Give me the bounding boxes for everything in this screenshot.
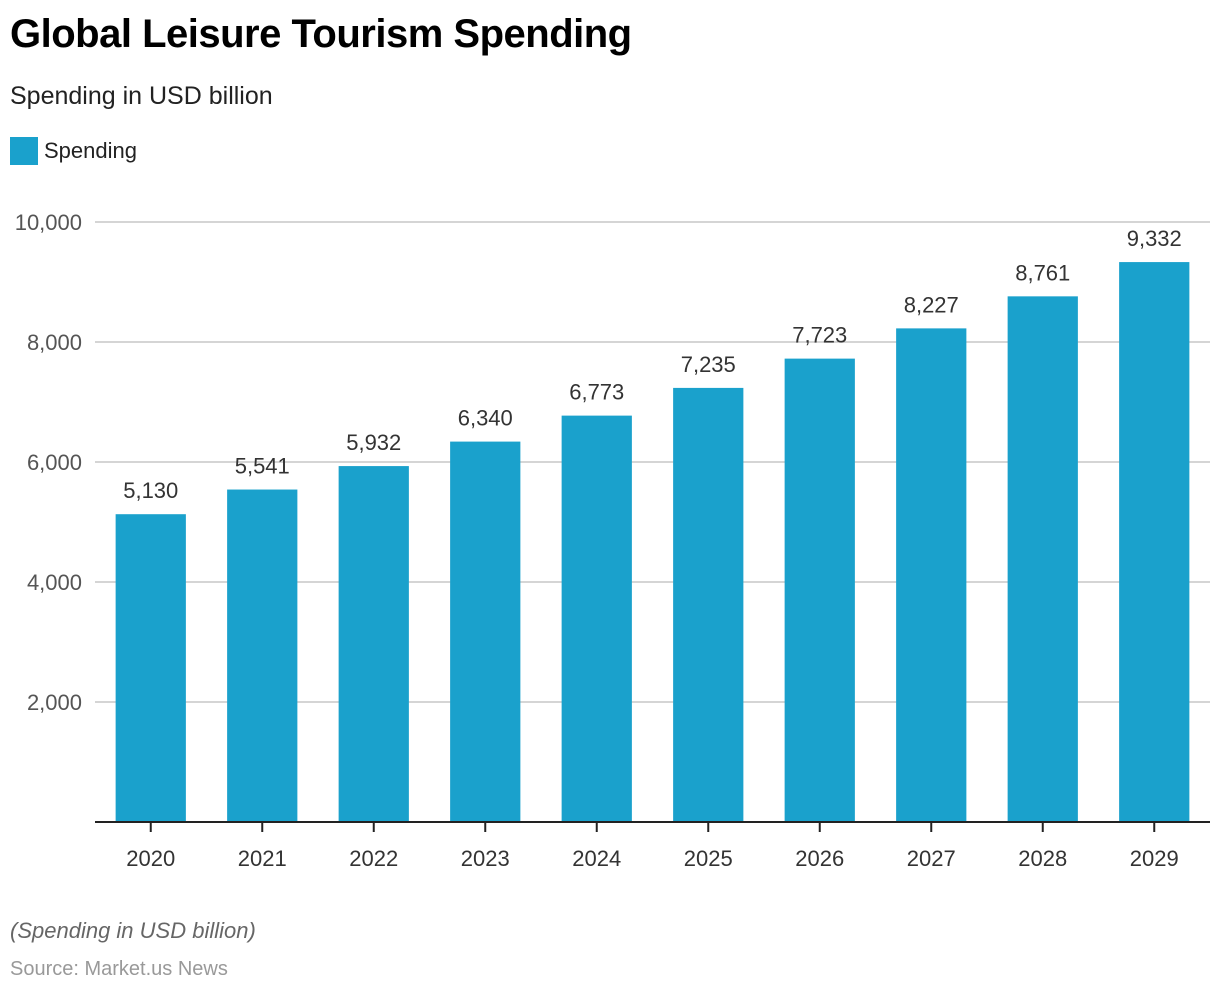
data-label: 7,723 [792, 323, 847, 348]
x-tick-label: 2024 [572, 846, 621, 871]
data-label: 7,235 [681, 352, 736, 377]
y-tick-label: 2,000 [27, 690, 82, 715]
y-axis-ticks: 2,000 4,000 6,000 8,000 10,000 [15, 210, 82, 715]
x-tick-label: 2026 [795, 846, 844, 871]
y-tick-label: 4,000 [27, 570, 82, 595]
y-tick-label: 8,000 [27, 330, 82, 355]
bars [115, 262, 1190, 823]
x-tick-label: 2025 [684, 846, 733, 871]
data-label: 5,130 [123, 478, 178, 503]
bar-2029 [1119, 262, 1190, 823]
x-axis: 2020 2021 2022 2023 2024 2025 2026 2027 2028 2029 [95, 821, 1210, 871]
bar-2024 [561, 415, 632, 822]
data-label: 5,541 [235, 454, 290, 479]
x-tick-label: 2021 [238, 846, 287, 871]
data-label: 5,932 [346, 430, 401, 455]
bar-2020 [115, 514, 186, 822]
x-tick-label: 2027 [907, 846, 956, 871]
chart-title: Global Leisure Tourism Spending [10, 12, 632, 56]
data-label: 6,340 [458, 406, 513, 431]
x-tick-label: 2029 [1130, 846, 1179, 871]
legend-swatch [10, 137, 38, 165]
y-tick-label: 10,000 [15, 210, 82, 235]
bar-2026 [784, 358, 855, 822]
source-text: Source: Market.us News [10, 958, 228, 980]
x-tick-label: 2022 [349, 846, 398, 871]
bar-2021 [227, 489, 298, 822]
bar-2027 [896, 328, 967, 822]
data-label: 8,761 [1015, 260, 1070, 285]
data-label: 6,773 [569, 380, 624, 405]
bar-2022 [338, 466, 409, 822]
data-label: 9,332 [1127, 226, 1182, 251]
x-tick-label: 2023 [461, 846, 510, 871]
x-tick-label: 2020 [126, 846, 175, 871]
chart-subtitle: Spending in USD billion [10, 82, 273, 110]
data-label: 8,227 [904, 292, 959, 317]
bar-2023 [450, 441, 521, 822]
bar-2028 [1007, 296, 1078, 823]
bar-2025 [673, 387, 744, 822]
footnote: (Spending in USD billion) [10, 918, 256, 943]
data-labels: 5,130 5,541 5,932 6,340 6,773 7,235 7,723 8,227… [123, 226, 1182, 503]
legend-label: Spending [44, 138, 137, 163]
y-tick-label: 6,000 [27, 450, 82, 475]
x-tick-label: 2028 [1018, 846, 1067, 871]
legend: Spending [10, 137, 137, 165]
